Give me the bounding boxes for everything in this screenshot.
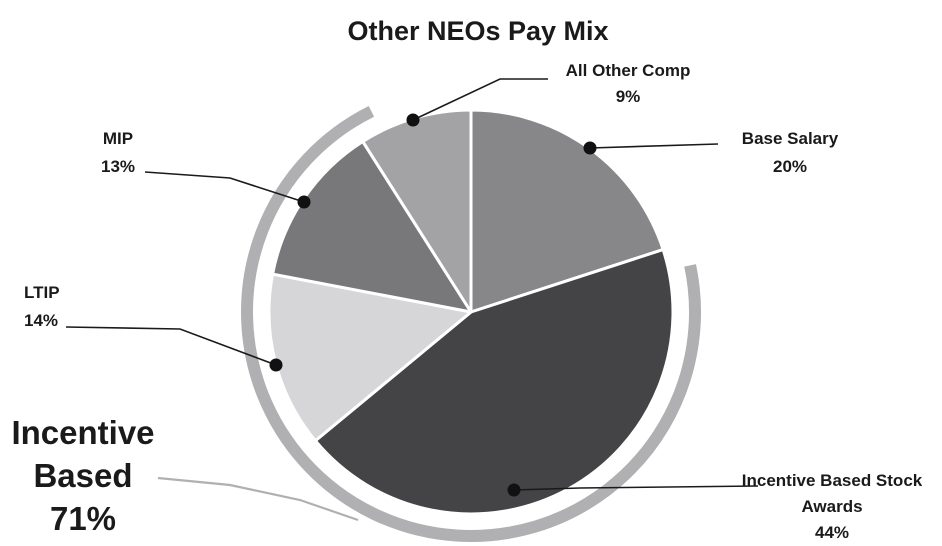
leader-line-mip [144,171,305,203]
leader-line-ltip [65,326,277,366]
slice-label-stock-awards-line1: Incentive Based Stock [742,471,923,490]
slice-label-all-other-comp: All Other Comp [566,61,691,80]
group-label-line1: Incentive [11,414,154,451]
slice-labels: Other NEOs Pay Mix All Other Comp 9% Bas… [11,16,922,542]
pie-slices [267,108,675,516]
leader-line-all-other-comp [412,78,548,121]
slice-label-ltip: LTIP [24,283,60,302]
leader-dot-all-other-comp [406,113,420,127]
leader-dot-ltip [269,358,283,372]
group-value: 71% [50,500,116,537]
leader-line-base-salary [589,143,719,149]
slice-value-stock-awards: 44% [815,523,849,542]
slice-label-mip: MIP [103,129,133,148]
group-label-line2: Based [33,457,132,494]
chart-title: Other NEOs Pay Mix [347,16,608,46]
leader-dot-mip [297,195,311,209]
leader-line-stock-awards [513,485,759,491]
slice-value-all-other-comp: 9% [616,87,641,106]
incentive-based-arc [241,105,701,542]
leader-dot-stock-awards [507,483,521,497]
leader-line-incentive-based [157,476,359,522]
slice-label-base-salary: Base Salary [742,129,839,148]
leader-lines [65,78,759,522]
slice-label-stock-awards-line2: Awards [801,497,862,516]
slice-value-base-salary: 20% [773,157,807,176]
incentive-based-ring [241,105,701,542]
leader-dot-base-salary [583,141,597,155]
slice-value-mip: 13% [101,157,135,176]
slice-value-ltip: 14% [24,311,58,330]
